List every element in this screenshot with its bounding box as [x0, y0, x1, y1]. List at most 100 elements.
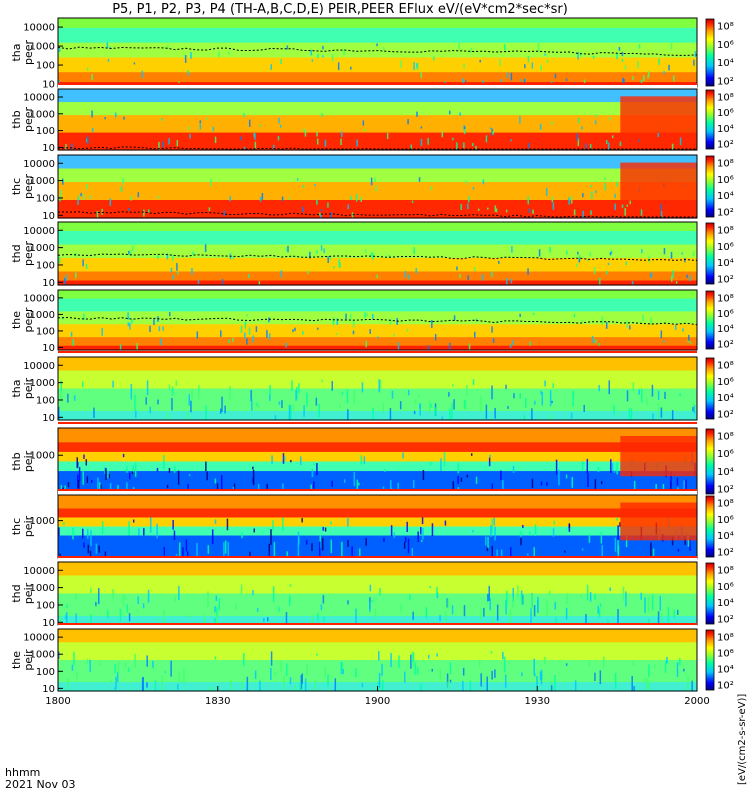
spectrogram-pixel-stripe: [137, 192, 140, 198]
spectrogram-pixel-stripe: [286, 551, 288, 558]
spectrogram-pixel-stripe: [598, 277, 601, 285]
spectrogram-pixel-stripe: [285, 663, 288, 676]
spectrogram-pixel-stripe: [499, 58, 501, 66]
spectrogram-pixel-stripe: [282, 483, 284, 495]
spectrogram-pixel-stripe: [330, 539, 333, 554]
spectrogram-pixel-stripe: [577, 251, 579, 255]
spectrogram-pixel-stripe: [206, 117, 208, 120]
spectrogram-pixel-stripe: [301, 673, 304, 684]
spectrogram-pixel-stripe: [619, 522, 621, 527]
spectrogram-pixel-stripe: [582, 193, 584, 198]
spectrogram-pixel-stripe: [444, 520, 447, 526]
y-tick-label: 1000: [30, 451, 55, 462]
spectrogram-pixel-stripe: [616, 517, 618, 521]
spectrogram-pixel-stripe: [319, 534, 321, 549]
spectrogram-pixel-stripe: [369, 584, 372, 592]
spectrogram-pixel-stripe: [254, 670, 257, 680]
colorbar: [705, 222, 715, 285]
spectrogram-pixel-stripe: [381, 663, 383, 676]
spectrogram-pixel-stripe: [341, 391, 344, 396]
spectrogram-pixel-stripe: [80, 192, 82, 197]
panel-probe-label: thb: [10, 452, 23, 470]
spectrogram-pixel-stripe: [687, 675, 689, 691]
spectrogram-pixel-stripe: [692, 251, 695, 256]
spectrogram-pixel-stripe: [145, 397, 147, 405]
y-tick-label: 100: [36, 193, 55, 204]
spectrogram-pixel-stripe: [480, 396, 482, 413]
spectrogram-pixel-stripe: [651, 594, 654, 611]
spectrogram-pixel-stripe: [472, 187, 475, 190]
spectrogram-pixel-stripe: [482, 179, 485, 185]
spectrogram-pixel-stripe: [521, 672, 523, 677]
spectrogram-pixel-stripe: [683, 668, 685, 672]
spectrogram-pixel-stripe: [278, 117, 280, 124]
spectrogram-pixel-stripe: [142, 603, 145, 609]
spectrogram-pixel-stripe: [413, 247, 415, 255]
spectrogram-pixel-stripe: [323, 248, 325, 253]
spectrogram-pixel-stripe: [232, 337, 234, 342]
spectrogram-pixel-stripe: [507, 405, 509, 409]
spectrogram-pixel-stripe: [693, 59, 695, 66]
spectrogram-pixel-stripe: [600, 481, 603, 485]
spectrogram-pixel-stripe: [122, 594, 125, 606]
spectrogram-pixel-stripe: [333, 266, 335, 269]
y-tick-label: 10000: [23, 159, 55, 170]
spectrogram-pixel-stripe: [594, 672, 596, 682]
spectrogram-pixel-stripe: [64, 277, 66, 285]
spectrogram-pixel-stripe: [98, 482, 101, 495]
spectrogram-pixel-stripe: [466, 384, 468, 396]
colorbar-tick-label: 10²: [717, 615, 734, 626]
spectrogram-band: [58, 226, 697, 232]
spectrogram-pixel-stripe: [622, 77, 624, 86]
colorbar-tick-label: 10⁴: [717, 324, 734, 335]
spectrogram-pixel-stripe: [672, 270, 674, 278]
spectrogram-pixel-stripe: [650, 272, 653, 279]
spectrogram-pixel-stripe: [537, 47, 540, 52]
spectrogram-pixel-stripe: [321, 113, 323, 118]
spectrogram-pixel-stripe: [576, 263, 578, 268]
spectrogram-pixel-stripe: [587, 258, 589, 262]
spectrogram-pixel-stripe: [621, 204, 624, 208]
panel-probe-label: tha: [10, 379, 23, 397]
spectrogram-band: [58, 504, 697, 510]
spectrogram-pixel-stripe: [511, 245, 513, 253]
spectrogram-pixel-stripe: [449, 679, 452, 683]
spectrogram-band: [58, 320, 697, 325]
spectrogram-pixel-stripe: [206, 471, 208, 481]
spectrogram-pixel-stripe: [624, 65, 627, 70]
spectrogram-pixel-stripe: [379, 379, 382, 390]
spectrogram-band: [58, 186, 697, 192]
spectrogram-pixel-stripe: [457, 475, 459, 484]
spectrogram-pixel-stripe: [376, 43, 378, 47]
spectrogram-pixel-stripe: [540, 390, 542, 395]
spectrogram-pixel-stripe: [268, 333, 271, 340]
spectrogram-pixel-stripe: [359, 548, 361, 557]
spectrogram-pixel-stripe: [214, 656, 217, 660]
y-tick-label: 10: [42, 618, 55, 629]
spectrogram-pixel-stripe: [503, 656, 506, 673]
spectrogram-pixel-stripe: [363, 456, 366, 464]
spectrogram-pixel-stripe: [582, 210, 584, 218]
late-intensification: [620, 96, 697, 133]
panel-instrument-label: peir: [22, 450, 35, 472]
spectrogram-pixel-stripe: [462, 680, 464, 691]
colorbar-units-label: [eV/(cm2-s-sr-eV)]: [737, 694, 748, 785]
y-tick-label: 10: [42, 211, 55, 222]
spectrogram-pixel-stripe: [337, 62, 340, 71]
spectrogram-pixel-stripe: [250, 389, 252, 402]
spectrogram-pixel-stripe: [568, 197, 570, 205]
spectrogram-pixel-stripe: [210, 178, 212, 187]
spectrogram-pixel-stripe: [278, 606, 280, 612]
spectrogram-pixel-stripe: [531, 478, 534, 489]
colorbar-tick-label: 10⁶: [717, 108, 734, 119]
spectrogram-pixel-stripe: [688, 334, 690, 341]
spectrogram-pixel-stripe: [486, 547, 489, 552]
spectrogram-pixel-stripe: [378, 379, 380, 393]
spectrogram-pixel-stripe: [594, 479, 597, 491]
spectrogram-pixel-stripe: [132, 464, 134, 473]
spectrogram-pixel-stripe: [227, 542, 229, 558]
spectrogram-pixel-stripe: [664, 660, 667, 673]
spectrogram-pixel-stripe: [506, 72, 509, 79]
spectrogram-pixel-stripe: [632, 660, 635, 666]
spectrogram-pixel-stripe: [580, 595, 582, 598]
